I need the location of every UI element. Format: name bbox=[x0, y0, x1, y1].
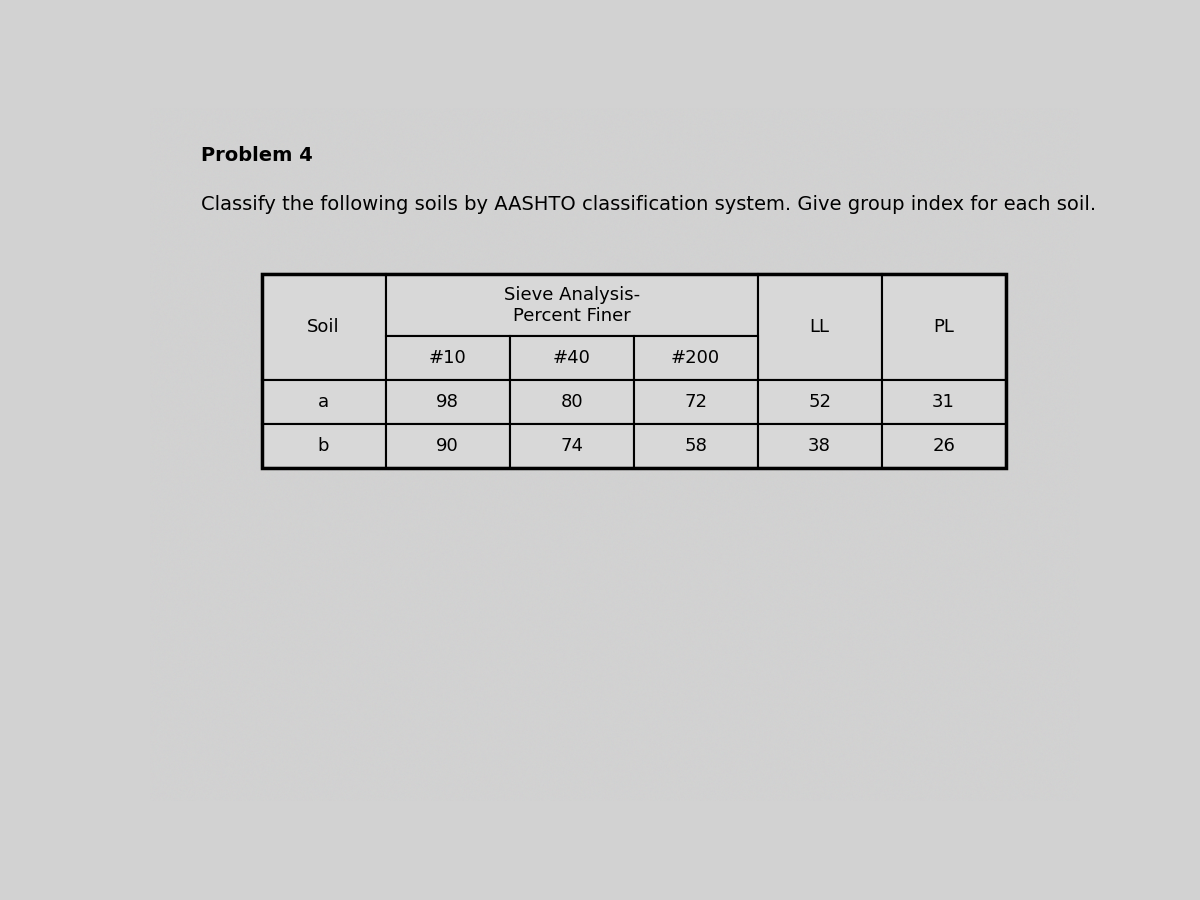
Text: 98: 98 bbox=[436, 393, 460, 411]
Bar bbox=[262, 424, 385, 468]
Bar bbox=[757, 274, 882, 380]
Text: Classify the following soils by AASHTO classification system. Give group index f: Classify the following soils by AASHTO c… bbox=[202, 194, 1097, 213]
Text: 72: 72 bbox=[684, 393, 707, 411]
Bar bbox=[510, 336, 634, 380]
Bar bbox=[385, 380, 510, 424]
Text: 74: 74 bbox=[560, 437, 583, 455]
Bar bbox=[262, 274, 1006, 468]
Bar bbox=[882, 424, 1006, 468]
Text: 80: 80 bbox=[560, 393, 583, 411]
Bar bbox=[385, 274, 757, 336]
Text: PL: PL bbox=[934, 319, 954, 337]
Text: #200: #200 bbox=[671, 349, 720, 367]
Text: 26: 26 bbox=[932, 437, 955, 455]
Text: 52: 52 bbox=[808, 393, 832, 411]
Text: Sieve Analysis-
Percent Finer: Sieve Analysis- Percent Finer bbox=[504, 286, 640, 325]
Text: b: b bbox=[318, 437, 329, 455]
Bar bbox=[634, 336, 757, 380]
Bar bbox=[262, 274, 385, 380]
Bar bbox=[262, 380, 385, 424]
Bar bbox=[510, 424, 634, 468]
Text: a: a bbox=[318, 393, 329, 411]
Text: 90: 90 bbox=[437, 437, 458, 455]
Text: 31: 31 bbox=[932, 393, 955, 411]
Bar bbox=[882, 380, 1006, 424]
Text: LL: LL bbox=[810, 319, 829, 337]
Text: Soil: Soil bbox=[307, 319, 340, 337]
Text: #40: #40 bbox=[553, 349, 590, 367]
Bar bbox=[385, 336, 510, 380]
Text: Problem 4: Problem 4 bbox=[202, 146, 313, 165]
Bar bbox=[385, 424, 510, 468]
Text: 38: 38 bbox=[808, 437, 832, 455]
Bar bbox=[634, 380, 757, 424]
Bar bbox=[757, 380, 882, 424]
Text: #10: #10 bbox=[428, 349, 467, 367]
Text: 58: 58 bbox=[684, 437, 707, 455]
Bar bbox=[757, 424, 882, 468]
Bar bbox=[882, 274, 1006, 380]
Bar bbox=[634, 424, 757, 468]
Bar bbox=[510, 380, 634, 424]
